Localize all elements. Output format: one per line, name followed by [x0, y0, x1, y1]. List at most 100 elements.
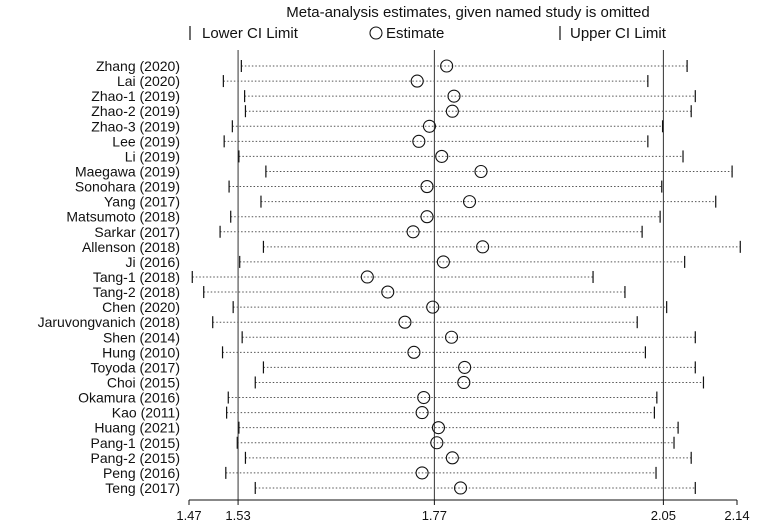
study-row: Allenson (2018) [82, 239, 741, 255]
study-label: Ji (2016) [126, 254, 180, 270]
estimate-point [381, 285, 395, 299]
study-label: Zhang (2020) [96, 58, 180, 74]
study-row: Matsumoto (2018) [66, 209, 661, 225]
study-row: Lai (2020) [117, 73, 649, 89]
x-tick-label: 1.53 [225, 508, 250, 523]
estimate-point [398, 315, 412, 329]
study-row: Kao (2011) [112, 405, 655, 421]
study-label: Allenson (2018) [82, 239, 180, 255]
estimate-point [445, 104, 459, 118]
estimate-point [420, 210, 434, 224]
study-label: Lai (2020) [117, 73, 180, 89]
estimate-point [431, 421, 446, 435]
estimate-point [457, 375, 471, 390]
study-row: Maegawa (2019) [75, 163, 733, 179]
study-row: Pang-2 (2015) [90, 450, 692, 466]
study-row: Teng (2017) [105, 480, 696, 496]
study-row: Chen (2020) [102, 299, 668, 315]
study-row: Tang-1 (2018) [93, 269, 594, 285]
study-label: Chen (2020) [102, 299, 180, 315]
estimate-point [430, 436, 444, 450]
estimate-point [420, 180, 434, 194]
reference-lines [237, 50, 664, 500]
study-row: Pang-1 (2015) [90, 435, 675, 451]
estimate-point [426, 300, 440, 314]
study-row: Ji (2016) [126, 254, 686, 270]
study-row: Lee (2019) [112, 133, 649, 149]
study-label: Yang (2017) [104, 194, 180, 210]
study-label: Tang-2 (2018) [93, 284, 180, 300]
study-label: Tang-1 (2018) [93, 269, 180, 285]
legend-lower-label: Lower CI Limit [202, 25, 299, 42]
study-label: Teng (2017) [105, 480, 180, 496]
study-row: Peng (2016) [103, 465, 657, 481]
study-label: Zhao-1 (2019) [91, 88, 180, 104]
study-label: Lee (2019) [112, 133, 180, 149]
study-row: Shen (2014) [103, 329, 696, 345]
study-label: Li (2019) [125, 148, 180, 164]
x-tick-label: 2.05 [651, 508, 676, 523]
study-label: Jaruvongvanich (2018) [38, 314, 180, 330]
study-label: Choi (2015) [107, 374, 180, 390]
study-row: Li (2019) [125, 148, 684, 164]
x-axis: 1.47 1.53 1.77 2.05 2.14 [176, 499, 750, 523]
legend-estimate-label: Estimate [386, 25, 444, 42]
study-row: Zhang (2020) [96, 58, 688, 74]
study-row: Okamura (2016) [78, 390, 658, 406]
study-row: Tang-2 (2018) [93, 284, 626, 300]
estimate-point [436, 255, 450, 269]
study-label: Okamura (2016) [78, 390, 180, 406]
study-row: Yang (2017) [104, 194, 717, 210]
study-row: Toyoda (2017) [90, 359, 696, 375]
study-row: Zhao-1 (2019) [91, 88, 696, 104]
estimate-point [462, 195, 477, 209]
study-row: Hung (2010) [102, 344, 646, 360]
estimate-point [447, 89, 461, 103]
estimate-point [415, 466, 429, 480]
study-row: Zhao-2 (2019) [91, 103, 692, 119]
estimate-point [422, 119, 437, 133]
study-label: Zhao-3 (2019) [91, 118, 180, 134]
estimate-point [444, 330, 459, 344]
study-label: Matsumoto (2018) [66, 209, 180, 225]
legend: Lower CI Limit Estimate Upper CI Limit [189, 25, 667, 42]
estimate-point [417, 390, 431, 405]
study-row: Zhao-3 (2019) [91, 118, 664, 134]
study-label: Sarkar (2017) [94, 224, 180, 240]
study-row: Huang (2021) [94, 420, 679, 436]
study-label: Pang-2 (2015) [90, 450, 180, 466]
study-label: Toyoda (2017) [90, 359, 180, 375]
study-row: Sarkar (2017) [94, 224, 643, 240]
estimate-point [458, 360, 472, 374]
estimate-point [406, 225, 420, 239]
estimate-point [410, 74, 424, 88]
x-tick-label: 1.47 [176, 508, 201, 523]
x-tick-label: 2.14 [724, 508, 749, 523]
study-label: Pang-1 (2015) [90, 435, 180, 451]
study-label: Sonohara (2019) [75, 179, 180, 195]
estimate-point [415, 406, 429, 420]
study-row: Sonohara (2019) [75, 179, 663, 195]
legend-upper-label: Upper CI Limit [570, 25, 667, 42]
study-row: Jaruvongvanich (2018) [38, 314, 638, 330]
study-rows: Zhang (2020)Lai (2020)Zhao-1 (2019)Zhao-… [38, 58, 741, 496]
estimate-point [445, 451, 459, 465]
study-row: Choi (2015) [107, 374, 705, 390]
study-label: Maegawa (2019) [75, 163, 180, 179]
study-label: Kao (2011) [112, 405, 180, 421]
study-label: Shen (2014) [103, 329, 180, 345]
chart-title: Meta-analysis estimates, given named stu… [286, 4, 650, 21]
estimate-point [360, 270, 374, 284]
estimate-point [407, 345, 421, 359]
study-label: Zhao-2 (2019) [91, 103, 180, 119]
estimate-point [440, 59, 454, 73]
estimate-point [476, 240, 490, 254]
estimate-point [435, 149, 449, 163]
estimate-point [474, 164, 488, 179]
estimate-point [412, 134, 426, 148]
study-label: Peng (2016) [103, 465, 180, 481]
estimate-point [453, 481, 468, 495]
x-tick-label: 1.77 [422, 508, 447, 523]
study-label: Hung (2010) [102, 344, 180, 360]
